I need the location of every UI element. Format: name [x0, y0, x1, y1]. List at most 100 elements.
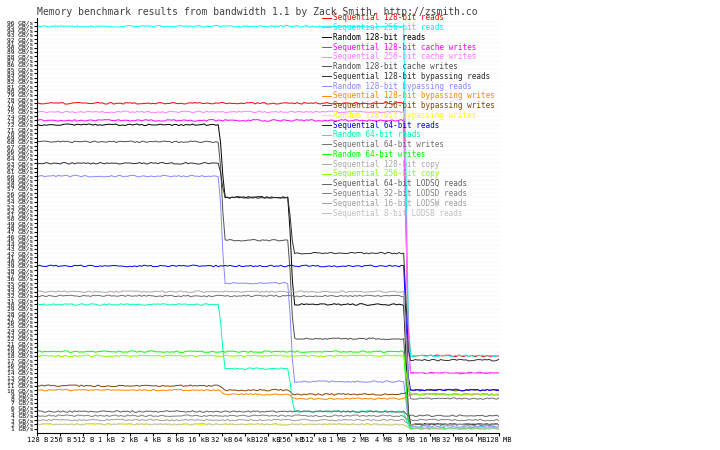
Sequential 64-bit reads — [189, 262, 197, 268]
Sequential 128-bit cache writes — [156, 118, 165, 124]
Line: Sequential 256-bit cache writes: Sequential 256-bit cache writes — [37, 111, 499, 374]
Sequential 128-bit bypassing writes — [63, 387, 72, 392]
Sequential 64-bit writes — [474, 396, 482, 402]
Sequential 64-bit reads — [415, 388, 424, 394]
Sequential 256-bit reads — [459, 353, 468, 358]
Sequential 64-bit writes — [478, 396, 487, 402]
Sequential 256-bit cache writes — [61, 109, 70, 114]
Random 128-bit cache writes — [151, 138, 160, 144]
Random 64-bit writes — [119, 350, 127, 355]
Random 128-bit cache writes — [119, 139, 127, 144]
Sequential 256-bit copy — [457, 392, 466, 397]
Sequential 256-bit copy — [156, 353, 165, 358]
Sequential 256-bit reads — [156, 23, 165, 28]
Sequential 128-bit reads — [459, 354, 468, 359]
Sequential 256-bit bypassing writes — [119, 383, 127, 388]
Line: Random 128-bit cache writes: Random 128-bit cache writes — [37, 141, 499, 425]
Sequential 256-bit reads — [33, 23, 42, 28]
Sequential 16-bit LODSW reads — [495, 423, 503, 428]
Sequential 256-bit reads — [409, 354, 418, 360]
Random 128-bit reads — [459, 422, 468, 427]
Sequential 64-bit LODSQ reads — [33, 408, 42, 414]
Sequential 128-bit cache writes — [459, 370, 468, 376]
Sequential 8-bit LODSB reads — [406, 427, 415, 432]
Sequential 64-bit writes — [119, 293, 127, 298]
Sequential 8-bit LODSB reads — [459, 426, 468, 432]
Random 128-bit bypassing writes — [372, 421, 380, 426]
Sequential 256-bit cache writes — [485, 371, 494, 377]
Random 128-bit cache writes — [158, 139, 167, 144]
Sequential 32-bit LODSD reads — [184, 412, 192, 418]
Sequential 256-bit cache writes — [325, 108, 334, 114]
Random 128-bit bypassing writes — [61, 422, 70, 427]
Random 128-bit cache writes — [474, 421, 482, 426]
Random 128-bit bypassing reads — [52, 174, 60, 179]
Random 64-bit writes — [156, 349, 165, 355]
Sequential 128-bit cache writes — [455, 371, 464, 377]
Line: Sequential 8-bit LODSB reads: Sequential 8-bit LODSB reads — [37, 423, 499, 429]
Random 64-bit reads — [52, 302, 60, 308]
Random 64-bit reads — [474, 425, 482, 431]
Random 128-bit bypassing writes — [495, 426, 503, 432]
Sequential 256-bit copy — [33, 353, 42, 359]
Text: Memory benchmark results from bandwidth 1.1 by Zack Smith, http://zsmith.co: Memory benchmark results from bandwidth … — [37, 7, 478, 17]
Sequential 16-bit LODSW reads — [33, 418, 42, 423]
Sequential 32-bit LODSD reads — [33, 413, 42, 418]
Random 64-bit writes — [459, 426, 468, 431]
Sequential 64-bit LODSQ reads — [495, 414, 503, 419]
Sequential 256-bit cache writes — [457, 369, 466, 375]
Sequential 8-bit LODSB reads — [495, 426, 503, 432]
Line: Sequential 64-bit reads: Sequential 64-bit reads — [37, 265, 499, 391]
Sequential 256-bit bypassing writes — [52, 383, 60, 389]
Sequential 32-bit LODSD reads — [156, 413, 165, 418]
Line: Sequential 128-bit copy: Sequential 128-bit copy — [37, 291, 499, 395]
Sequential 256-bit cache writes — [156, 110, 165, 115]
Sequential 128-bit cache writes — [119, 117, 127, 123]
Random 128-bit bypassing reads — [495, 423, 503, 428]
Sequential 128-bit bypassing reads — [119, 161, 127, 166]
Sequential 256-bit bypassing writes — [61, 383, 70, 388]
Random 64-bit writes — [33, 349, 42, 354]
Sequential 64-bit reads — [156, 263, 165, 268]
Sequential 64-bit reads — [495, 388, 503, 393]
Random 128-bit bypassing reads — [121, 174, 130, 179]
Sequential 256-bit copy — [474, 391, 482, 396]
Random 128-bit reads — [436, 423, 445, 428]
Random 128-bit reads — [119, 122, 127, 128]
Sequential 256-bit reads — [495, 353, 503, 358]
Sequential 64-bit LODSQ reads — [156, 409, 165, 414]
Line: Sequential 256-bit bypassing writes: Sequential 256-bit bypassing writes — [37, 385, 499, 395]
Line: Sequential 128-bit reads: Sequential 128-bit reads — [37, 103, 499, 357]
Line: Sequential 32-bit LODSD reads: Sequential 32-bit LODSD reads — [37, 415, 499, 421]
Sequential 128-bit copy — [121, 288, 130, 294]
Sequential 32-bit LODSD reads — [457, 418, 466, 423]
Sequential 16-bit LODSW reads — [300, 417, 308, 422]
Sequential 8-bit LODSB reads — [126, 421, 135, 426]
Line: Sequential 256-bit copy: Sequential 256-bit copy — [37, 355, 499, 395]
Line: Sequential 128-bit bypassing reads: Sequential 128-bit bypassing reads — [37, 162, 499, 361]
Sequential 128-bit reads — [448, 354, 456, 360]
Sequential 256-bit bypassing writes — [459, 388, 468, 393]
Sequential 128-bit bypassing writes — [121, 387, 130, 393]
Random 128-bit bypassing writes — [52, 421, 60, 427]
Random 64-bit reads — [33, 301, 42, 306]
Sequential 128-bit bypassing writes — [33, 387, 42, 392]
Sequential 256-bit bypassing writes — [186, 382, 194, 387]
Sequential 256-bit reads — [52, 23, 60, 29]
Sequential 64-bit writes — [158, 294, 167, 299]
Sequential 8-bit LODSB reads — [476, 426, 485, 431]
Sequential 128-bit copy — [119, 288, 127, 293]
Sequential 128-bit reads — [158, 100, 167, 106]
Random 128-bit bypassing writes — [119, 422, 127, 427]
Sequential 16-bit LODSW reads — [457, 422, 466, 427]
Random 128-bit bypassing writes — [476, 426, 485, 431]
Random 128-bit cache writes — [487, 423, 496, 428]
Random 128-bit cache writes — [457, 422, 466, 427]
Sequential 128-bit cache writes — [476, 369, 485, 375]
Random 64-bit reads — [495, 426, 503, 431]
Random 128-bit bypassing reads — [476, 424, 485, 430]
Random 64-bit reads — [420, 426, 429, 431]
Sequential 64-bit LODSQ reads — [61, 409, 70, 414]
Sequential 8-bit LODSB reads — [33, 421, 42, 427]
Sequential 128-bit cache writes — [293, 117, 302, 122]
